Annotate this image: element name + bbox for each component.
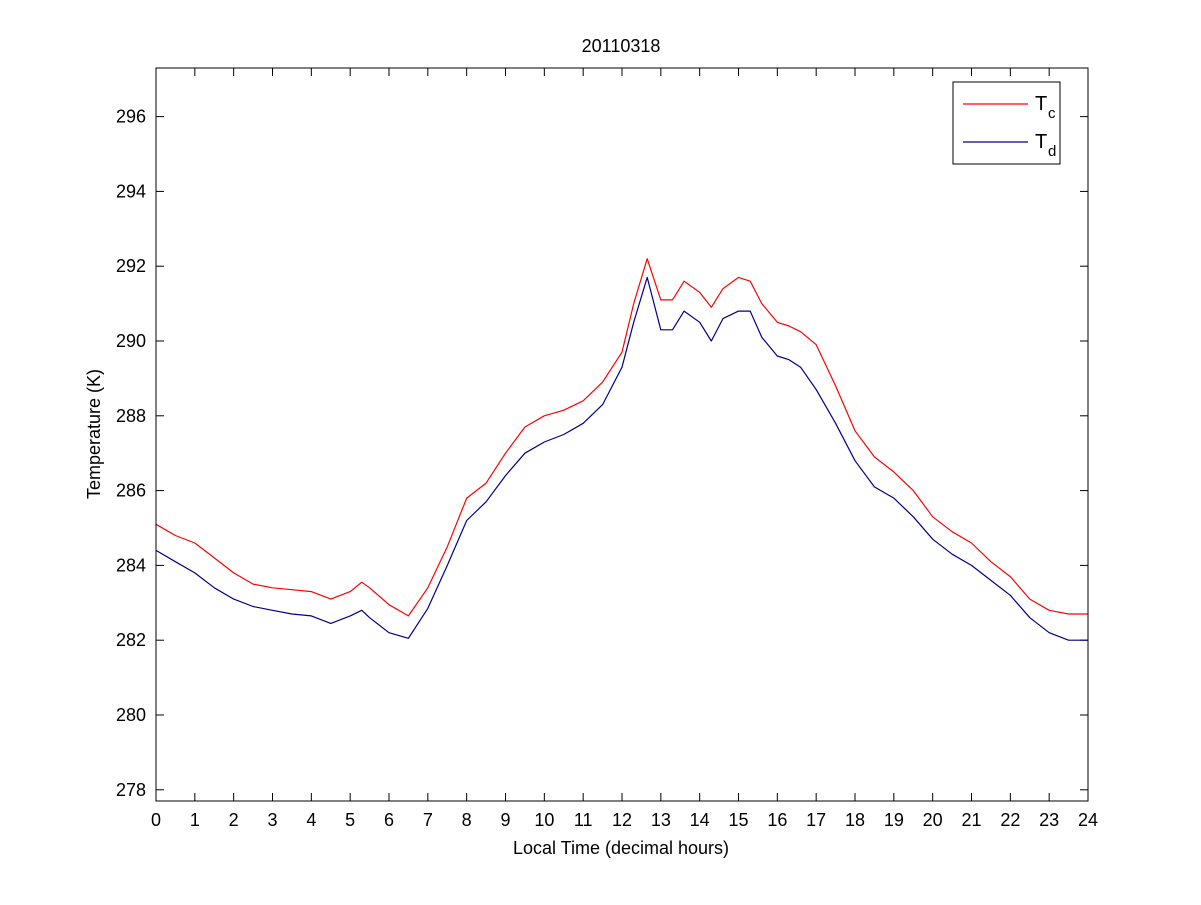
x-tick-label: 9 xyxy=(500,810,510,830)
x-tick-label: 19 xyxy=(884,810,904,830)
x-tick-label: 10 xyxy=(534,810,554,830)
x-tick-label: 21 xyxy=(961,810,981,830)
x-tick-label: 22 xyxy=(1000,810,1020,830)
legend-label: T xyxy=(1035,93,1047,115)
x-tick-label: 6 xyxy=(384,810,394,830)
y-tick-label: 294 xyxy=(116,181,146,201)
y-tick-label: 290 xyxy=(116,331,146,351)
x-tick-label: 8 xyxy=(462,810,472,830)
y-tick-label: 296 xyxy=(116,107,146,127)
x-tick-label: 13 xyxy=(651,810,671,830)
y-tick-label: 288 xyxy=(116,406,146,426)
x-tick-label: 17 xyxy=(806,810,826,830)
x-tick-label: 3 xyxy=(267,810,277,830)
x-tick-label: 14 xyxy=(690,810,710,830)
y-tick-label: 284 xyxy=(116,555,146,575)
chart-title: 20110318 xyxy=(582,36,661,56)
y-tick-label: 292 xyxy=(116,256,146,276)
axis-ticks: 0 1 2 3 4 5 6 7 8 9 10 11 12 13 14 15 16 17 18 19 20 21 22 23 24… xyxy=(116,68,1098,830)
x-tick-label: 1 xyxy=(190,810,200,830)
y-tick-label: 282 xyxy=(116,630,146,650)
x-tick-label: 24 xyxy=(1078,810,1098,830)
x-tick-label: 2 xyxy=(229,810,239,830)
legend-label: T xyxy=(1035,131,1047,153)
y-tick-label: 278 xyxy=(116,780,146,800)
x-tick-label: 15 xyxy=(728,810,748,830)
x-tick-label: 5 xyxy=(345,810,355,830)
legend-label-subscript: d xyxy=(1048,143,1056,160)
series-line-Tc xyxy=(155,258,1088,617)
legend-box xyxy=(952,81,1061,165)
y-axis-label: Temperature (K) xyxy=(84,369,104,499)
x-axis-label: Local Time (decimal hours) xyxy=(513,838,729,858)
x-tick-label: 0 xyxy=(151,810,161,830)
x-tick-label: 20 xyxy=(923,810,943,830)
x-tick-label: 12 xyxy=(612,810,632,830)
plot-frame xyxy=(155,67,1089,802)
x-tick-label: 16 xyxy=(767,810,787,830)
legend-label-subscript: c xyxy=(1048,105,1056,122)
series-layer xyxy=(155,258,1088,641)
y-tick-label: 286 xyxy=(116,481,146,501)
series-line-Td xyxy=(155,276,1088,641)
x-tick-label: 4 xyxy=(306,810,316,830)
x-tick-label: 23 xyxy=(1039,810,1059,830)
y-tick-label: 280 xyxy=(116,705,146,725)
x-tick-label: 18 xyxy=(845,810,865,830)
x-tick-label: 7 xyxy=(423,810,433,830)
x-tick-label: 11 xyxy=(574,810,593,830)
